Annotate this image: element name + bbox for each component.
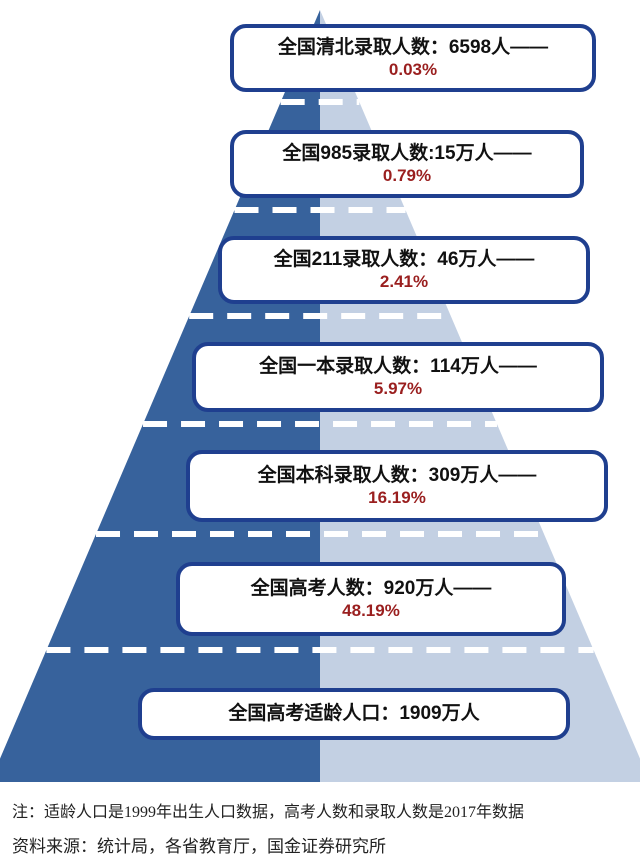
pyramid-level-1: 全国985录取人数:15万人——0.79% [230, 130, 584, 198]
canvas: 全国清北录取人数：6598人——0.03% 全国985录取人数:15万人——0.7… [0, 0, 640, 859]
pyramid-level-6: 全国高考适龄人口：1909万人 [138, 688, 570, 740]
footnote-note: 注：适龄人口是1999年出生人口数据，高考人数和录取人数是2017年数据 [12, 798, 524, 822]
pyramid-level-title: 全国985录取人数:15万人—— [282, 142, 531, 166]
pyramid-level-title: 全国本科录取人数：309万人—— [258, 464, 537, 488]
pyramid-level-title: 全国高考适龄人口：1909万人 [228, 702, 479, 726]
pyramid-level-4: 全国本科录取人数：309万人——16.19% [186, 450, 608, 522]
pyramid-level-title: 全国清北录取人数：6598人—— [278, 36, 548, 60]
pyramid-level-title: 全国211录取人数：46万人—— [274, 248, 535, 272]
pyramid-level-percentage: 0.03% [389, 59, 437, 80]
pyramid-level-0: 全国清北录取人数：6598人——0.03% [230, 24, 596, 92]
pyramid-level-2: 全国211录取人数：46万人——2.41% [218, 236, 590, 304]
pyramid-level-title: 全国高考人数：920万人—— [251, 577, 492, 601]
pyramid-level-title: 全国一本录取人数：114万人—— [259, 355, 537, 379]
pyramid-level-percentage: 0.79% [383, 165, 431, 186]
pyramid-chart: 全国清北录取人数：6598人——0.03% 全国985录取人数:15万人——0.7… [0, 0, 640, 790]
pyramid-level-percentage: 5.97% [374, 378, 422, 399]
pyramid-level-5: 全国高考人数：920万人——48.19% [176, 562, 566, 636]
footnote-source: 资料来源：统计局，各省教育厅，国金证券研究所 [12, 832, 386, 857]
pyramid-level-percentage: 2.41% [380, 271, 428, 292]
pyramid-level-3: 全国一本录取人数：114万人——5.97% [192, 342, 604, 412]
pyramid-level-percentage: 48.19% [342, 600, 400, 621]
pyramid-level-percentage: 16.19% [368, 487, 426, 508]
